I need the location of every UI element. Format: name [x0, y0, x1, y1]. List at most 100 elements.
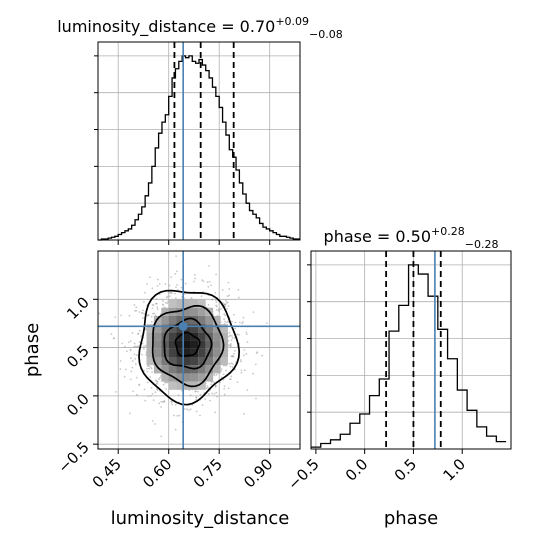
sample-point: [142, 301, 145, 303]
density-cell: [183, 332, 191, 341]
sample-point: [174, 297, 177, 300]
sample-point: [153, 312, 156, 315]
sample-point: [148, 367, 151, 370]
density-cell: [183, 299, 191, 308]
sample-point: [129, 340, 132, 342]
density-cell: [161, 373, 169, 382]
sample-point: [158, 402, 161, 405]
sample-point: [142, 309, 145, 312]
sample-point: [184, 282, 187, 285]
phase-title-minus: −0.28: [465, 238, 499, 251]
sample-point: [131, 360, 134, 362]
x-tick-label-luminosity-distance: 0.45: [89, 455, 125, 491]
sample-point: [245, 331, 248, 334]
sample-point: [160, 400, 163, 403]
sample-point: [189, 394, 192, 397]
sample-point: [255, 397, 257, 400]
contour-level-0: [174, 331, 201, 357]
sample-point: [205, 387, 208, 390]
sample-point: [144, 344, 147, 347]
sample-point: [156, 380, 159, 383]
sample-point: [146, 283, 148, 285]
sample-point: [254, 363, 257, 366]
sample-point: [230, 339, 233, 342]
density-cell: [161, 365, 169, 374]
sample-point: [199, 414, 201, 417]
sample-point: [234, 327, 236, 330]
contour-level-2: [151, 304, 225, 388]
sample-point: [125, 350, 128, 353]
panel-frame: [97, 250, 301, 450]
x-tick-label-luminosity-distance: 0.60: [139, 455, 175, 491]
sample-point: [234, 321, 237, 324]
sample-point: [187, 409, 190, 412]
sample-point: [151, 371, 153, 374]
sample-point: [240, 372, 243, 374]
sample-point: [240, 360, 242, 363]
density-cell: [168, 332, 177, 341]
sample-point: [134, 358, 137, 360]
density-cell: [205, 340, 214, 349]
sample-point: [148, 276, 151, 279]
sample-point: [199, 393, 202, 396]
sample-point: [197, 390, 199, 393]
density-cell: [161, 357, 169, 366]
sample-point: [162, 400, 164, 403]
density-cell: [183, 365, 191, 374]
sample-point: [180, 286, 183, 289]
sample-point: [177, 394, 180, 396]
sample-point: [119, 360, 122, 362]
sample-point: [225, 301, 228, 304]
sample-point: [252, 372, 254, 375]
sample-point: [237, 288, 240, 291]
density-cell: [198, 315, 206, 325]
sample-point: [137, 332, 140, 335]
sample-point: [135, 376, 138, 379]
density-cell: [161, 315, 169, 325]
sample-point: [130, 370, 133, 373]
luminosity-distance-title: luminosity_distance = 0.70+0.09−0.08: [57, 15, 343, 41]
sample-point: [200, 295, 203, 298]
sample-point: [134, 363, 137, 365]
sample-point: [242, 316, 245, 319]
y-tick-label-phase: 0.5: [63, 342, 93, 372]
density-cell: [205, 324, 214, 333]
sample-point: [151, 420, 154, 422]
sample-point: [243, 369, 246, 372]
histogram-luminosity-distance: [98, 55, 300, 241]
joint-panel: [93, 250, 301, 454]
sample-point: [135, 309, 138, 312]
sample-point: [230, 335, 233, 337]
sample-point: [165, 387, 167, 390]
sample-point: [219, 381, 222, 384]
density-cell: [190, 299, 199, 308]
y-tick-label-phase: 1.0: [63, 293, 93, 323]
sample-point: [227, 281, 230, 284]
sample-point: [119, 368, 122, 370]
density-cell: [213, 324, 221, 333]
x-tick-label-phase: 0.0: [342, 455, 372, 485]
sample-point: [164, 301, 167, 304]
sample-point: [135, 306, 138, 309]
sample-point: [144, 291, 146, 294]
density-cell: [176, 381, 184, 390]
sample-point: [143, 369, 145, 372]
sample-point: [156, 306, 159, 309]
sample-point: [226, 295, 229, 298]
sample-point: [162, 383, 165, 386]
sample-point: [225, 364, 228, 367]
sample-point: [162, 303, 164, 306]
sample-point: [154, 423, 157, 425]
sample-point: [246, 341, 249, 344]
sample-point: [165, 296, 168, 299]
sample-point: [207, 285, 210, 288]
sample-point: [214, 384, 217, 387]
sample-point: [231, 337, 234, 339]
sample-point: [164, 381, 166, 384]
sample-point: [174, 403, 177, 406]
sample-point: [243, 349, 246, 351]
density-cell: [220, 324, 228, 333]
density-cell: [190, 340, 199, 349]
sample-point: [168, 295, 171, 298]
density-cell: [153, 365, 162, 374]
